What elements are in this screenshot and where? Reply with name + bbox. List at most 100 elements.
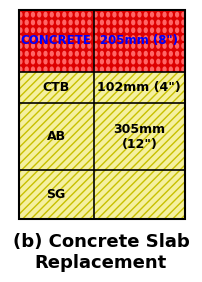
- Circle shape: [157, 52, 160, 56]
- Circle shape: [50, 52, 53, 56]
- Circle shape: [38, 28, 41, 32]
- Circle shape: [125, 12, 128, 17]
- Text: AB: AB: [46, 130, 66, 143]
- Circle shape: [119, 28, 122, 32]
- Circle shape: [113, 52, 116, 56]
- Circle shape: [44, 12, 47, 17]
- Circle shape: [38, 67, 41, 72]
- Circle shape: [88, 12, 91, 17]
- Bar: [19, 72, 94, 103]
- Circle shape: [107, 44, 110, 48]
- Circle shape: [32, 59, 34, 64]
- Bar: [19, 10, 94, 72]
- Circle shape: [144, 59, 147, 64]
- Circle shape: [157, 28, 160, 32]
- Circle shape: [169, 36, 172, 40]
- Circle shape: [82, 44, 84, 48]
- Circle shape: [38, 59, 41, 64]
- Circle shape: [50, 59, 53, 64]
- Text: SG: SG: [46, 188, 66, 201]
- Circle shape: [32, 52, 34, 56]
- Circle shape: [138, 28, 141, 32]
- Circle shape: [25, 28, 28, 32]
- Circle shape: [19, 52, 22, 56]
- Circle shape: [125, 67, 128, 72]
- Circle shape: [138, 44, 141, 48]
- Circle shape: [169, 52, 172, 56]
- Circle shape: [38, 36, 41, 40]
- Circle shape: [107, 67, 110, 72]
- Bar: [94, 170, 185, 219]
- Circle shape: [38, 52, 41, 56]
- Circle shape: [150, 12, 154, 17]
- Bar: [94, 170, 185, 219]
- Circle shape: [163, 52, 166, 56]
- Circle shape: [176, 44, 179, 48]
- Circle shape: [144, 12, 147, 17]
- Circle shape: [100, 28, 103, 32]
- Circle shape: [182, 52, 185, 56]
- Circle shape: [176, 20, 179, 25]
- Bar: [94, 72, 185, 103]
- Circle shape: [169, 28, 172, 32]
- Circle shape: [125, 36, 128, 40]
- Circle shape: [50, 28, 53, 32]
- Circle shape: [138, 20, 141, 25]
- Circle shape: [150, 59, 154, 64]
- Circle shape: [63, 20, 66, 25]
- Circle shape: [88, 28, 91, 32]
- Bar: [19, 103, 94, 170]
- Circle shape: [25, 36, 28, 40]
- Circle shape: [25, 59, 28, 64]
- Circle shape: [150, 28, 154, 32]
- Circle shape: [125, 52, 128, 56]
- Circle shape: [50, 44, 53, 48]
- Circle shape: [150, 36, 154, 40]
- Circle shape: [163, 28, 166, 32]
- Bar: [94, 72, 185, 103]
- Circle shape: [25, 44, 28, 48]
- Circle shape: [44, 59, 47, 64]
- Circle shape: [44, 44, 47, 48]
- Circle shape: [132, 36, 135, 40]
- Circle shape: [32, 67, 34, 72]
- Circle shape: [157, 20, 160, 25]
- Circle shape: [44, 28, 47, 32]
- Circle shape: [107, 28, 110, 32]
- Circle shape: [100, 36, 103, 40]
- Circle shape: [69, 36, 72, 40]
- Circle shape: [176, 67, 179, 72]
- Circle shape: [19, 44, 22, 48]
- Circle shape: [169, 20, 172, 25]
- Circle shape: [50, 12, 53, 17]
- Circle shape: [50, 20, 53, 25]
- Circle shape: [32, 36, 34, 40]
- Circle shape: [138, 67, 141, 72]
- Circle shape: [82, 36, 84, 40]
- Circle shape: [125, 59, 128, 64]
- Circle shape: [113, 44, 116, 48]
- Circle shape: [113, 36, 116, 40]
- Circle shape: [107, 52, 110, 56]
- Circle shape: [75, 20, 78, 25]
- Circle shape: [157, 36, 160, 40]
- Circle shape: [69, 28, 72, 32]
- Circle shape: [32, 12, 34, 17]
- Circle shape: [163, 44, 166, 48]
- Circle shape: [132, 59, 135, 64]
- Circle shape: [82, 59, 84, 64]
- Circle shape: [69, 59, 72, 64]
- Circle shape: [69, 12, 72, 17]
- Circle shape: [50, 36, 53, 40]
- Circle shape: [119, 36, 122, 40]
- Circle shape: [82, 52, 84, 56]
- Circle shape: [82, 67, 84, 72]
- Circle shape: [75, 12, 78, 17]
- Circle shape: [138, 59, 141, 64]
- Circle shape: [107, 12, 110, 17]
- Circle shape: [57, 28, 59, 32]
- Circle shape: [19, 36, 22, 40]
- Circle shape: [44, 20, 47, 25]
- Text: 305mm
(12"): 305mm (12"): [113, 123, 165, 151]
- Circle shape: [63, 36, 66, 40]
